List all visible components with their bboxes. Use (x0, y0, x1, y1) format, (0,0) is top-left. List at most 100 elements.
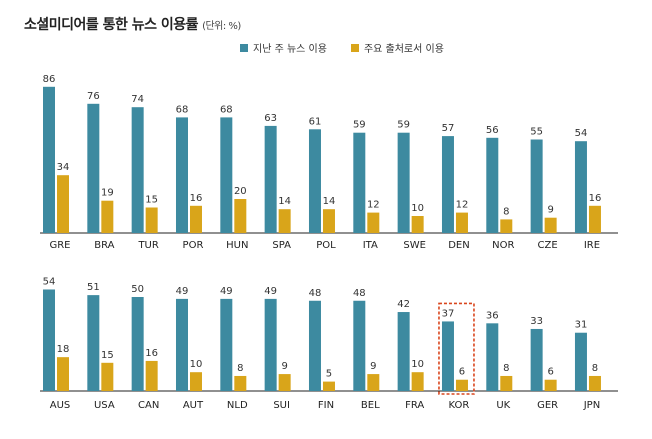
bar-main (588, 375, 601, 391)
category-label: GRE (49, 240, 70, 251)
bar-weekly (397, 312, 410, 391)
data-label: 68 (220, 104, 233, 115)
bar-weekly (574, 141, 587, 233)
category-label: AUT (183, 400, 204, 411)
data-label: 68 (176, 104, 189, 115)
data-label: 49 (264, 286, 277, 297)
bar-weekly (220, 298, 233, 391)
data-label: 36 (486, 310, 499, 321)
bar-weekly (175, 117, 188, 233)
bar-weekly (87, 295, 100, 391)
bar-main (101, 200, 114, 233)
category-label: AUS (50, 400, 71, 411)
category-label: BRA (94, 240, 114, 251)
bar-main (544, 379, 557, 391)
data-label: 5 (326, 369, 332, 380)
data-label: 54 (575, 128, 588, 139)
bar-weekly (175, 298, 188, 391)
data-label: 31 (575, 320, 588, 331)
data-label: 50 (131, 284, 144, 295)
legend-label-weekly: 지난 주 뉴스 이용 (253, 44, 327, 55)
data-label: 16 (190, 193, 203, 204)
data-label: 48 (353, 288, 366, 299)
data-label: 74 (131, 94, 144, 105)
data-label: 76 (87, 91, 100, 102)
bar-main (411, 372, 424, 391)
data-label: 8 (503, 206, 509, 217)
data-label: 6 (459, 367, 465, 378)
category-label: POL (316, 240, 336, 251)
bar-weekly (308, 300, 321, 391)
bar-weekly (220, 117, 233, 233)
data-label: 37 (442, 308, 455, 319)
data-label: 19 (101, 188, 114, 199)
category-label: FIN (318, 400, 334, 411)
chart-unit: (단위: %) (202, 21, 241, 32)
data-label: 15 (145, 195, 158, 206)
category-label: BEL (361, 400, 380, 411)
category-label: FRA (405, 400, 424, 411)
data-label: 9 (547, 205, 553, 216)
bar-weekly (264, 125, 277, 233)
bar-weekly (441, 321, 454, 391)
category-label: HUN (226, 240, 248, 251)
category-label: NLD (227, 400, 248, 411)
bar-weekly (486, 323, 499, 391)
category-label: CAN (138, 400, 159, 411)
data-label: 34 (57, 162, 70, 173)
category-label: NOR (492, 240, 514, 251)
data-label: 10 (190, 359, 203, 370)
bar-main (189, 205, 202, 233)
category-label: CZE (538, 240, 558, 251)
bar-main (189, 372, 202, 391)
chart-title: 소셜미디어를 통한 뉴스 이용률 (단위: %) (24, 14, 241, 34)
bar-main (500, 375, 513, 391)
data-label: 10 (411, 203, 424, 214)
data-label: 9 (370, 361, 376, 372)
legend-swatch-weekly (240, 43, 248, 52)
data-label: 8 (592, 363, 598, 374)
bar-weekly (308, 129, 321, 233)
bar-weekly (397, 132, 410, 233)
category-label: JPN (583, 400, 600, 411)
category-label: POR (183, 240, 204, 251)
bar-main (278, 374, 291, 391)
legend-swatch-main (350, 43, 359, 52)
bar-main (322, 209, 335, 233)
data-label: 14 (278, 196, 291, 207)
bar-weekly (530, 328, 543, 391)
data-label: 8 (503, 363, 509, 374)
data-label: 15 (101, 350, 114, 361)
bar-weekly (131, 107, 144, 233)
data-label: 59 (397, 120, 410, 131)
data-label: 51 (87, 282, 100, 293)
category-label: ITA (363, 240, 378, 251)
bar-main (500, 219, 513, 233)
bar-main (57, 357, 69, 391)
legend: 지난 주 뉴스 이용 주요 출처로서 이용 (240, 40, 444, 55)
bar-weekly (87, 103, 100, 233)
bar-main (145, 360, 158, 391)
bar-main (367, 212, 380, 233)
category-label: SUI (273, 400, 290, 411)
data-label: 12 (456, 200, 469, 211)
category-label: GER (537, 400, 558, 411)
data-label: 12 (367, 200, 380, 211)
category-label: SWE (403, 240, 426, 251)
bar-weekly (353, 300, 366, 391)
bar-main (455, 212, 468, 233)
bar-weekly (43, 289, 55, 391)
bar-weekly (353, 132, 366, 233)
data-label: 42 (397, 299, 410, 310)
data-label: 16 (589, 193, 602, 204)
data-label: 54 (43, 276, 56, 287)
data-label: 48 (309, 288, 322, 299)
data-label: 49 (220, 286, 233, 297)
data-label: 10 (411, 359, 424, 370)
bar-weekly (441, 136, 454, 233)
bar-main (57, 175, 69, 233)
category-label: TUR (137, 240, 158, 251)
category-label: KOR (449, 400, 470, 411)
